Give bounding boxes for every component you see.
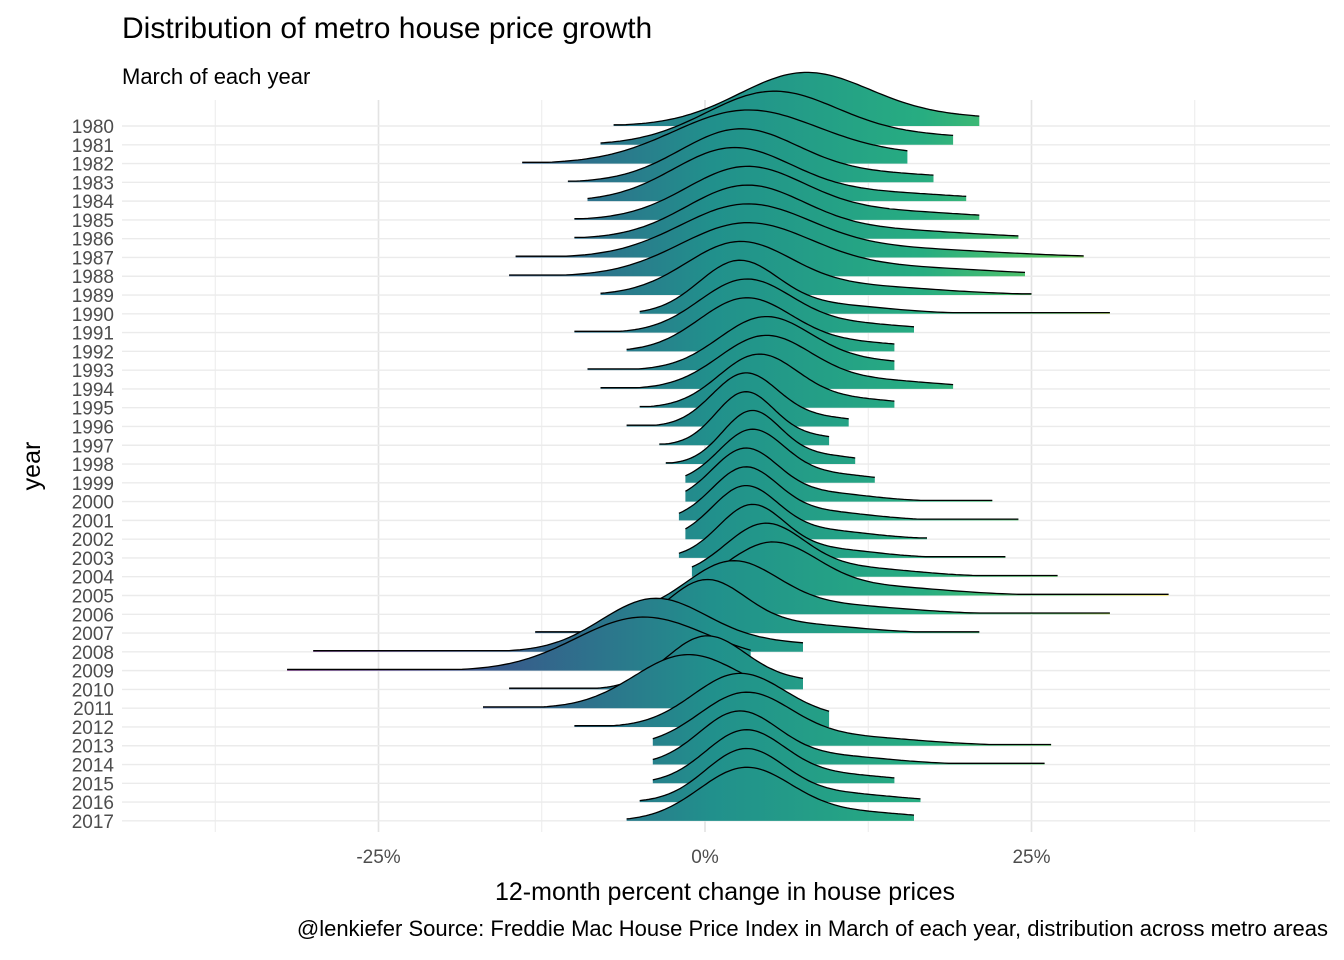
ridge-line-2011 [483,653,758,708]
ridge-line-1997 [659,391,830,445]
ridge-line-1996 [626,372,849,426]
ridge-line-2008 [313,597,804,652]
ridge-line-2013 [652,691,1052,746]
ridge-line-1986 [574,184,1019,239]
y-tick-2016: 2016 [72,793,114,814]
y-tick-2013: 2013 [72,737,114,758]
ridge-line-2016 [639,747,921,802]
y-tick-2017: 2017 [72,812,114,833]
ridge-layer [287,71,1169,821]
ridge-line-1984 [587,146,967,200]
y-tick-1980: 1980 [72,117,114,138]
ridge-line-1994 [600,334,954,389]
x-tick-labels: -25% 0% 25% [356,847,1050,868]
y-tick-1989: 1989 [72,286,114,307]
ridge-line-1982 [522,109,908,163]
ridge-line-1988 [509,222,1026,276]
y-tick-1997: 1997 [72,436,114,457]
y-tick-1995: 1995 [72,399,114,420]
x-tick-label: 25% [1012,847,1050,868]
y-tick-1981: 1981 [72,136,114,157]
chart-subtitle: March of each year [122,64,311,89]
y-tick-2010: 2010 [72,680,114,701]
ridge-line-2005 [685,541,1169,595]
chart-title: Distribution of metro house price growth [122,12,653,45]
ridge-line-2014 [652,710,1045,764]
ridge-line-2000 [685,447,993,502]
y-tick-2004: 2004 [72,568,115,589]
y-tick-1998: 1998 [72,455,114,476]
y-tick-2005: 2005 [72,587,114,608]
ridge-line-1995 [639,353,895,408]
y-tick-2015: 2015 [72,774,114,795]
x-tick-label: 0% [691,847,719,868]
ridge-line-2001 [678,466,1019,520]
y-tick-1986: 1986 [72,230,114,251]
ridge-area-2005 [685,541,1169,596]
ridge-area-2011 [483,654,758,709]
y-tick-1993: 1993 [72,361,114,382]
y-tick-2014: 2014 [72,756,115,777]
y-tick-1994: 1994 [72,380,115,401]
ridge-line-1999 [685,428,875,478]
y-tick-1984: 1984 [72,192,115,213]
y-tick-2000: 2000 [72,493,114,514]
x-tick-label: -25% [356,847,400,868]
ridge-line-1981 [600,90,954,144]
y-tick-1999: 1999 [72,474,114,495]
y-axis-title: year [18,442,46,491]
x-axis-title: 12-month percent change in house prices [495,878,955,906]
ridge-area-2006 [659,560,1110,615]
y-tick-2003: 2003 [72,549,114,570]
ridge-line-2004 [691,522,1058,577]
y-tick-1982: 1982 [72,155,114,176]
ridge-area-2009 [287,617,751,671]
y-tick-2011: 2011 [73,699,114,720]
ridge-line-1989 [600,240,1032,295]
chart-caption: @lenkiefer Source: Freddie Mac House Pri… [296,916,1328,941]
ridge-line-2015 [652,729,895,781]
ridge-line-2009 [287,616,751,671]
ridge-line-1985 [574,165,980,220]
y-tick-1987: 1987 [72,248,114,269]
y-tick-1991: 1991 [72,324,114,345]
y-tick-2012: 2012 [72,718,114,739]
ridge-line-1987 [515,203,1084,257]
y-tick-2007: 2007 [72,624,114,645]
ridge-line-2012 [574,672,830,727]
y-tick-1983: 1983 [72,173,114,194]
y-tick-2002: 2002 [72,530,114,551]
ridge-line-1983 [567,128,934,182]
y-tick-1985: 1985 [72,211,114,232]
y-tick-2008: 2008 [72,643,114,664]
y-tick-labels: 1980198119821983198419851986198719881989… [72,117,115,833]
ridge-line-1990 [639,259,1110,314]
y-tick-2006: 2006 [72,605,114,626]
y-tick-1992: 1992 [72,342,114,363]
ridge-line-1993 [587,315,895,370]
ridge-area-1987 [515,203,1084,258]
ridge-line-1998 [665,409,856,464]
y-tick-2001: 2001 [72,511,114,532]
ridge-line-2017 [626,766,915,820]
y-tick-1988: 1988 [72,267,114,288]
y-tick-1990: 1990 [72,305,114,326]
ridge-line-2003 [678,503,1006,558]
ridge-line-1992 [626,297,895,351]
y-tick-2009: 2009 [72,662,114,683]
ridge-line-2002 [685,484,927,539]
ridge-line-2006 [658,560,1110,614]
ridge-line-1980 [613,71,980,126]
y-tick-1996: 1996 [72,417,114,438]
ridge-line-1991 [574,278,915,332]
